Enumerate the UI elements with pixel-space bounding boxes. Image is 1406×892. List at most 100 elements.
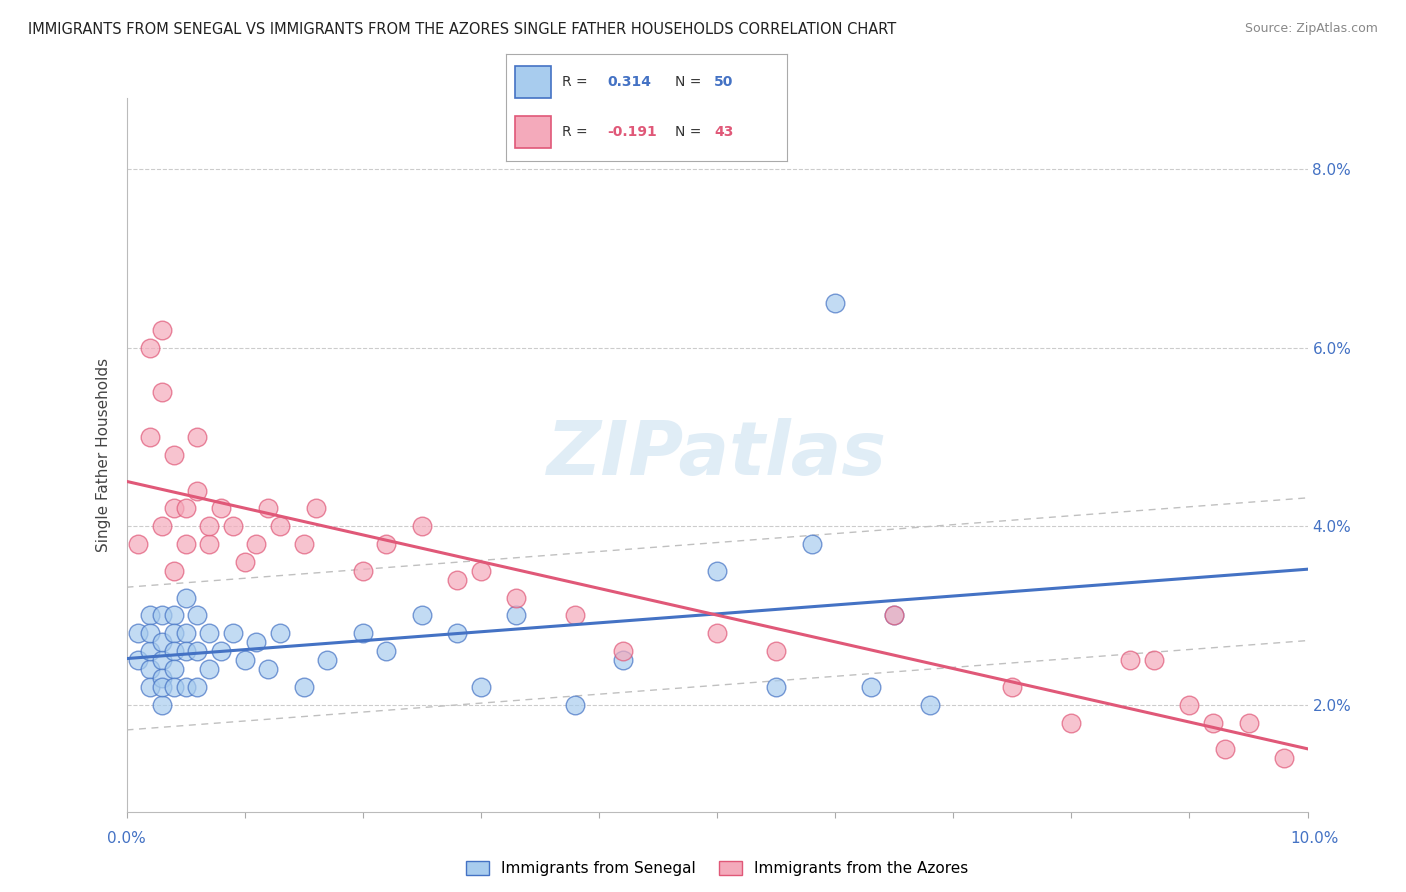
Point — [174, 680, 197, 694]
Point — [186, 608, 208, 623]
Text: R =: R = — [562, 125, 592, 138]
Legend: Immigrants from Senegal, Immigrants from the Azores: Immigrants from Senegal, Immigrants from… — [460, 855, 974, 882]
Point — [186, 680, 208, 694]
Point — [150, 680, 173, 694]
Point — [706, 564, 728, 578]
Text: 10.0%: 10.0% — [1291, 831, 1339, 846]
Point — [1060, 715, 1083, 730]
Text: R =: R = — [562, 76, 592, 89]
Point — [292, 680, 315, 694]
Text: 0.0%: 0.0% — [107, 831, 146, 846]
Text: IMMIGRANTS FROM SENEGAL VS IMMIGRANTS FROM THE AZORES SINGLE FATHER HOUSEHOLDS C: IMMIGRANTS FROM SENEGAL VS IMMIGRANTS FR… — [28, 22, 897, 37]
Point — [139, 626, 162, 640]
Point — [1202, 715, 1225, 730]
Point — [470, 680, 492, 694]
Point — [765, 680, 787, 694]
Point — [127, 626, 149, 640]
Point — [883, 608, 905, 623]
Point — [163, 501, 186, 516]
Point — [612, 653, 634, 667]
Point — [198, 537, 221, 551]
Text: 50: 50 — [714, 76, 734, 89]
Point — [150, 635, 173, 649]
Point — [316, 653, 339, 667]
Point — [222, 519, 245, 533]
Point — [198, 519, 221, 533]
Point — [352, 564, 374, 578]
Point — [186, 430, 208, 444]
Point — [1178, 698, 1201, 712]
Point — [150, 323, 173, 337]
Point — [233, 555, 256, 569]
Point — [292, 537, 315, 551]
Point — [150, 608, 173, 623]
Point — [883, 608, 905, 623]
Point — [352, 626, 374, 640]
Point — [1143, 653, 1166, 667]
Point — [375, 644, 398, 658]
Point — [163, 448, 186, 462]
Point — [150, 671, 173, 685]
Point — [163, 626, 186, 640]
Point — [859, 680, 882, 694]
Point — [446, 573, 468, 587]
FancyBboxPatch shape — [515, 116, 551, 148]
Point — [163, 608, 186, 623]
Point — [198, 662, 221, 676]
Point — [1237, 715, 1260, 730]
Point — [706, 626, 728, 640]
Point — [470, 564, 492, 578]
Point — [269, 519, 291, 533]
Point — [222, 626, 245, 640]
Point — [564, 608, 586, 623]
Point — [411, 608, 433, 623]
Point — [1001, 680, 1024, 694]
Point — [139, 430, 162, 444]
Point — [198, 626, 221, 640]
Point — [150, 653, 173, 667]
Y-axis label: Single Father Households: Single Father Households — [96, 358, 111, 552]
Point — [765, 644, 787, 658]
Point — [174, 501, 197, 516]
Point — [150, 385, 173, 400]
Point — [245, 635, 267, 649]
Point — [257, 662, 280, 676]
FancyBboxPatch shape — [515, 66, 551, 98]
Text: -0.191: -0.191 — [607, 125, 657, 138]
Point — [150, 698, 173, 712]
Point — [163, 644, 186, 658]
Point — [186, 644, 208, 658]
Point — [245, 537, 267, 551]
Point — [139, 644, 162, 658]
Point — [1213, 742, 1236, 756]
Point — [505, 608, 527, 623]
Point — [564, 698, 586, 712]
Point — [186, 483, 208, 498]
Text: 43: 43 — [714, 125, 734, 138]
Point — [139, 608, 162, 623]
Text: N =: N = — [675, 125, 706, 138]
Point — [824, 296, 846, 310]
Point — [505, 591, 527, 605]
Point — [800, 537, 823, 551]
Point — [139, 341, 162, 355]
Point — [174, 626, 197, 640]
Text: 0.314: 0.314 — [607, 76, 651, 89]
Point — [174, 591, 197, 605]
Point — [127, 537, 149, 551]
Text: N =: N = — [675, 76, 706, 89]
Point — [375, 537, 398, 551]
Point — [209, 501, 232, 516]
Point — [1119, 653, 1142, 667]
Point — [163, 564, 186, 578]
Point — [150, 519, 173, 533]
Point — [257, 501, 280, 516]
Point — [209, 644, 232, 658]
Point — [233, 653, 256, 667]
Point — [163, 680, 186, 694]
Text: Source: ZipAtlas.com: Source: ZipAtlas.com — [1244, 22, 1378, 36]
Point — [1272, 751, 1295, 765]
Point — [304, 501, 326, 516]
Point — [174, 537, 197, 551]
Point — [139, 680, 162, 694]
